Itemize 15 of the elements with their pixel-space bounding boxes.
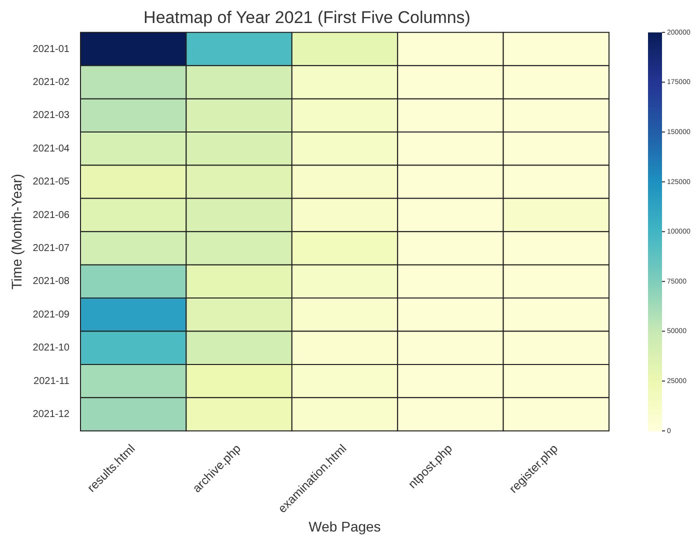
chart-title: Heatmap of Year 2021 (First Five Columns) [144,8,470,27]
y-tick-label: 2021-10 [32,342,70,354]
y-tick-label: 2021-05 [32,176,70,188]
y-tick-label: 2021-06 [32,210,70,221]
y-tick-label: 2021-09 [32,309,70,320]
y-tick-label: 2021-07 [32,242,70,254]
x-axis-title: Web Pages [308,518,381,534]
y-tick-label: 2021-03 [32,110,70,122]
y-axis-title: Time (Month-Year) [8,174,24,290]
y-tick-label: 2021-12 [32,409,70,420]
y-tick-label: 2021-11 [34,376,70,387]
y-tick-label: 2021-04 [32,143,70,154]
y-tick-label: 2021-01 [32,44,70,55]
y-tick-label: 2021-02 [32,76,70,88]
y-tick-label: 2021-08 [32,276,70,288]
